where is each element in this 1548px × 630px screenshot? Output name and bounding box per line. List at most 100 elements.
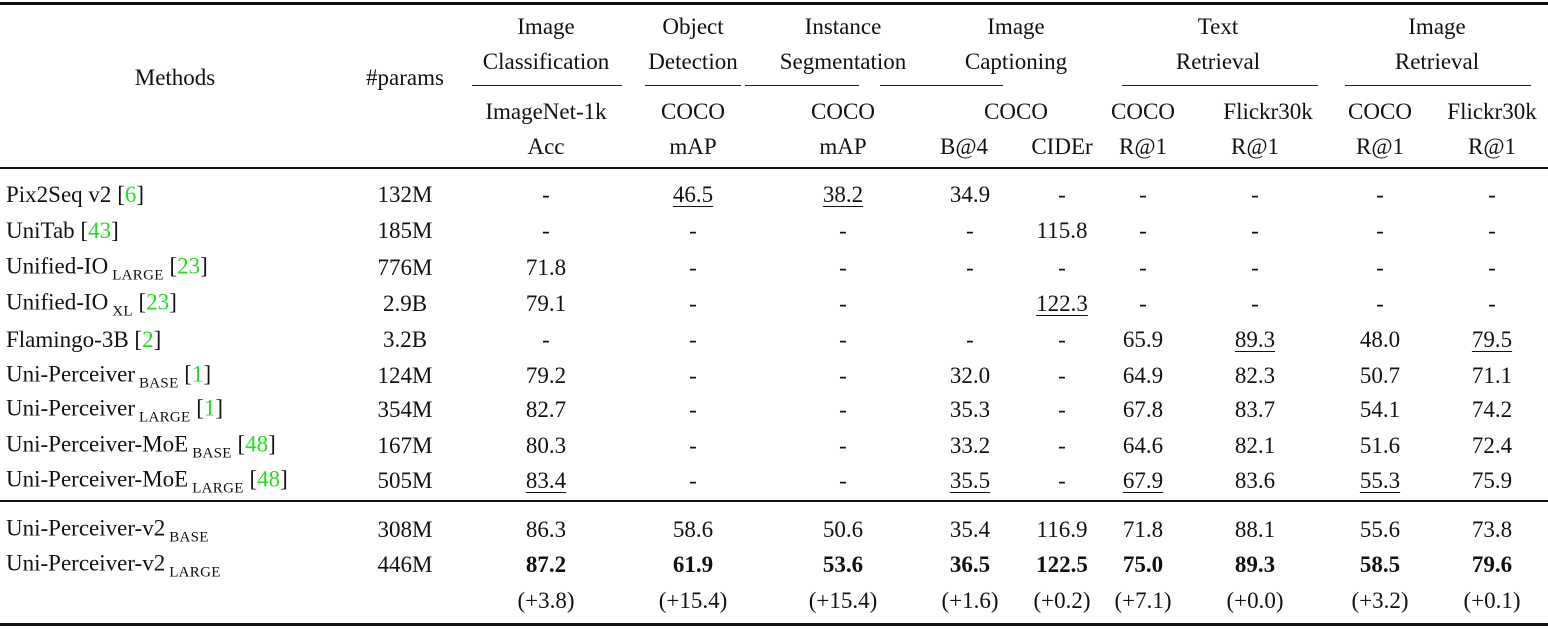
method-name: Uni-Perceiver BASE [1] [6, 361, 211, 392]
group-header-line2: Retrieval [1175, 49, 1261, 74]
metric-value: 67.8 [1122, 397, 1164, 422]
metric-value: 46.5 [672, 182, 714, 207]
params-value: 776M [377, 255, 433, 280]
model-size-subscript: LARGE [169, 564, 221, 581]
group-header-line1: Image [1408, 14, 1466, 39]
method-label: Flamingo-3B [6, 327, 129, 352]
params-value: 185M [377, 218, 433, 243]
metric-value: 86.3 [525, 517, 567, 542]
cmidrule [472, 85, 622, 87]
metric-value: 71.8 [1122, 517, 1164, 542]
citation[interactable]: [1] [178, 361, 212, 387]
metric-value: 38.2 [822, 182, 864, 207]
group-separator-rule [0, 500, 1548, 502]
citation-link[interactable]: 43 [88, 218, 112, 243]
metric-value: 50.7 [1359, 363, 1401, 388]
method-name: Uni-Perceiver-MoE BASE [48] [6, 431, 276, 462]
metric-value: 50.6 [822, 517, 864, 542]
citation-link[interactable]: 48 [257, 466, 281, 492]
metric-label: mAP [669, 134, 717, 159]
metric-label: R@1 [1118, 134, 1168, 159]
metric-value: 79.6 [1471, 552, 1513, 577]
metric-value: 115.8 [1036, 218, 1088, 243]
model-size-subscript: XL [112, 303, 133, 320]
metric-value: 58.6 [672, 517, 714, 542]
method-label: Pix2Seq v2 [6, 182, 112, 207]
metric-value: - [1488, 255, 1496, 280]
metric-value: 82.7 [525, 397, 567, 422]
group-header-line2: Detection [648, 49, 738, 74]
improvement-delta: (+0.1) [1463, 588, 1521, 613]
citation[interactable]: [48] [231, 431, 276, 457]
metric-value: - [1058, 397, 1066, 422]
citation[interactable]: [2] [128, 327, 162, 352]
metric-value: 71.1 [1471, 363, 1513, 388]
metric-value: - [1376, 255, 1384, 280]
metric-value: 48.0 [1359, 327, 1401, 352]
metric-value: 116.9 [1036, 517, 1088, 542]
citation-link[interactable]: 23 [146, 289, 170, 315]
metric-value: 87.2 [525, 552, 567, 577]
citation[interactable]: [23] [163, 253, 208, 279]
metric-value: 122.3 [1036, 291, 1088, 316]
method-label: Uni-Perceiver-v2 [6, 515, 166, 541]
metric-value: 80.3 [525, 433, 567, 458]
metric-value: 75.9 [1471, 468, 1513, 493]
dataset-label: COCO [811, 99, 875, 124]
citation-link[interactable]: 48 [245, 431, 269, 457]
group-header-line2: Segmentation [779, 49, 907, 74]
citation[interactable]: [1] [190, 395, 224, 421]
citation[interactable]: [6] [111, 182, 145, 207]
params-value: 308M [377, 517, 433, 542]
metric-value: - [689, 255, 697, 280]
metric-value: - [1251, 291, 1259, 316]
metric-label: mAP [819, 134, 867, 159]
citation-link[interactable]: 1 [203, 395, 216, 421]
cmidrule [1345, 85, 1531, 87]
method-label: Uni-Perceiver-MoE [6, 466, 189, 492]
metric-value: 79.1 [525, 291, 567, 316]
metric-value: - [689, 363, 697, 388]
citation-link[interactable]: 1 [191, 361, 204, 387]
metric-value: - [1251, 255, 1259, 280]
metric-value: 61.9 [672, 552, 714, 577]
metric-value: - [1251, 182, 1259, 207]
params-value: 167M [377, 433, 433, 458]
metric-value: - [1488, 182, 1496, 207]
metric-value: 58.5 [1359, 552, 1401, 577]
metric-value: 82.1 [1234, 433, 1276, 458]
metric-value: 55.6 [1359, 517, 1401, 542]
metric-value: 33.2 [949, 433, 991, 458]
metric-value: - [839, 363, 847, 388]
metric-value: 82.3 [1234, 363, 1276, 388]
metric-value: - [1139, 255, 1147, 280]
group-header-line1: Image [987, 14, 1045, 39]
method-name: Unified-IO LARGE [23] [6, 253, 208, 284]
citation[interactable]: [43] [74, 218, 119, 243]
metric-label: Acc [527, 134, 565, 159]
citation[interactable]: [23] [132, 289, 177, 315]
model-size-subscript: LARGE [112, 267, 164, 284]
metric-value: - [1058, 327, 1066, 352]
metric-value: 64.9 [1122, 363, 1164, 388]
metric-value: - [1058, 255, 1066, 280]
metric-value: 122.5 [1036, 552, 1088, 577]
params-value: 132M [377, 182, 433, 207]
metric-label: R@1 [1467, 134, 1517, 159]
dataset-label: ImageNet-1k [485, 99, 607, 124]
citation[interactable]: [48] [243, 466, 288, 492]
method-label: Uni-Perceiver-MoE [6, 431, 189, 457]
metric-value: - [1376, 218, 1384, 243]
citation-link[interactable]: 2 [142, 327, 154, 352]
metric-value: 51.6 [1359, 433, 1401, 458]
metric-value: 64.6 [1122, 433, 1164, 458]
method-label: Unified-IO [6, 253, 109, 279]
metric-value: - [1139, 218, 1147, 243]
metric-value: 89.3 [1234, 327, 1276, 352]
citation-link[interactable]: 23 [177, 253, 201, 279]
metric-value: 83.7 [1234, 397, 1276, 422]
metric-value: - [839, 433, 847, 458]
metric-value: 36.5 [949, 552, 991, 577]
metric-label: R@1 [1230, 134, 1280, 159]
citation-link[interactable]: 6 [124, 182, 137, 207]
